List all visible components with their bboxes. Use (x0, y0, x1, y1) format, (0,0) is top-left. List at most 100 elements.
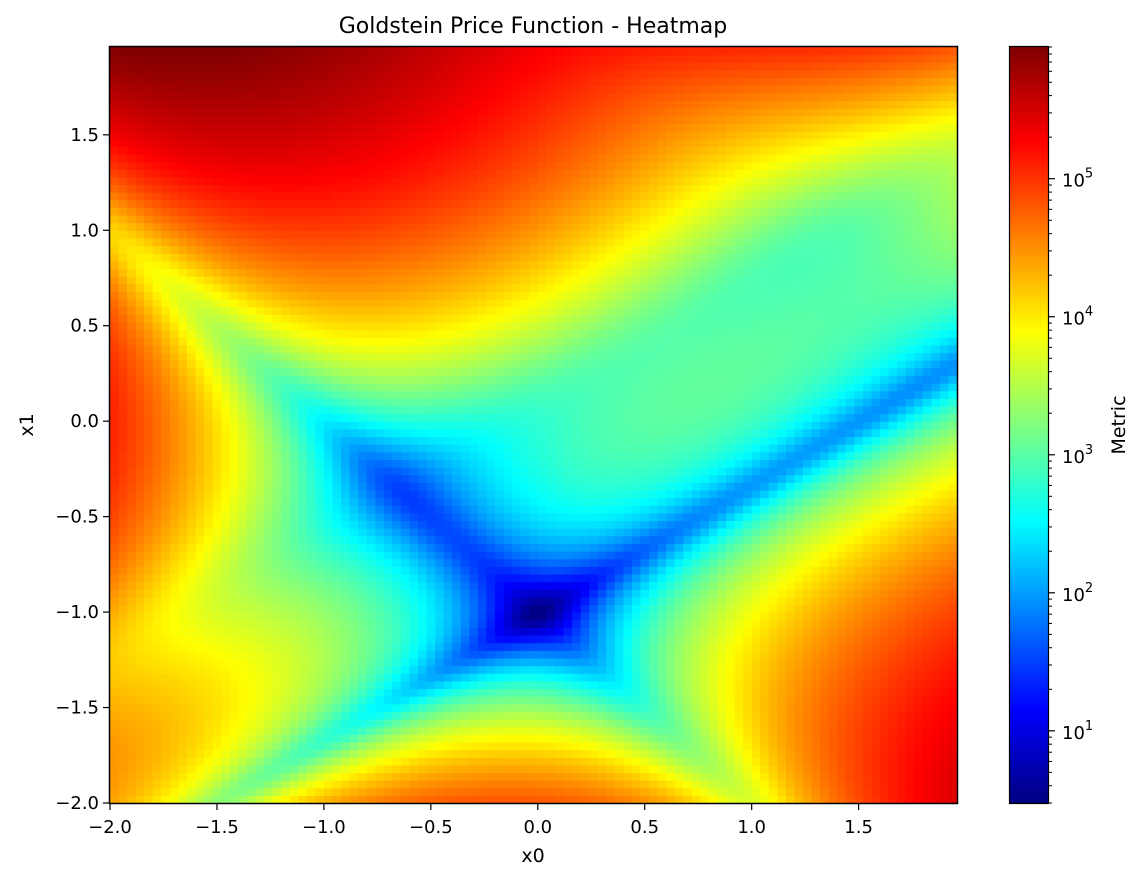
heatmap-cell (358, 467, 368, 476)
heatmap-cell (862, 489, 873, 499)
heatmap-cell (400, 459, 411, 468)
heatmap-cell (229, 657, 239, 667)
heatmap-cell (785, 512, 796, 522)
heatmap-cell (948, 657, 958, 667)
heatmap-cell (948, 673, 958, 682)
heatmap-cell (649, 665, 659, 674)
heatmap-cell (264, 543, 274, 552)
heatmap-cell (161, 795, 171, 804)
heatmap-cell (152, 482, 162, 491)
heatmap-cell (828, 520, 838, 529)
heatmap-cell (418, 551, 428, 560)
heatmap-cell (358, 627, 368, 636)
heatmap-cell (811, 772, 821, 781)
heatmap-cell (734, 635, 744, 644)
heatmap-cell (572, 772, 582, 781)
heatmap-cell (845, 428, 855, 438)
heatmap-cell (281, 726, 291, 735)
heatmap-cell (948, 581, 958, 590)
heatmap-cell (520, 688, 530, 697)
heatmap-cell (212, 734, 222, 743)
heatmap-cell (683, 619, 693, 628)
heatmap-cell (152, 428, 162, 438)
heatmap-cell (708, 680, 719, 690)
heatmap-cell (529, 512, 539, 522)
heatmap-cell (409, 787, 419, 796)
heatmap-cell (666, 535, 676, 544)
heatmap-cell (443, 787, 453, 796)
heatmap-cell (477, 711, 488, 720)
heatmap-cell (820, 734, 830, 743)
heatmap-cell (905, 558, 915, 567)
heatmap-cell (349, 573, 359, 583)
heatmap-cell (460, 711, 470, 720)
heatmap-cell (135, 627, 145, 636)
heatmap-cell (734, 764, 744, 774)
heatmap-cell (845, 421, 855, 430)
heatmap-cell (426, 543, 436, 552)
heatmap-cell (922, 680, 932, 690)
heatmap-cell (375, 520, 385, 529)
heatmap-cell (794, 604, 804, 613)
heatmap-cell (323, 749, 334, 758)
heatmap-cell (888, 520, 898, 529)
heatmap-cell (623, 772, 633, 781)
heatmap-cell (383, 741, 393, 751)
heatmap-cell (144, 635, 154, 644)
heatmap-cell (862, 596, 873, 606)
heatmap-cell (623, 512, 633, 522)
heatmap-cell (922, 451, 932, 460)
heatmap-cell (760, 619, 770, 628)
heatmap-cell (862, 795, 873, 804)
heatmap-cell (760, 635, 770, 644)
heatmap-cell (161, 612, 171, 621)
heatmap-cell (768, 650, 778, 659)
heatmap-cell (375, 741, 385, 751)
heatmap-cell (358, 528, 368, 537)
heatmap-cell (341, 757, 351, 766)
heatmap-cell (854, 528, 864, 537)
heatmap-cell (426, 604, 436, 613)
heatmap-cell (426, 673, 436, 682)
heatmap-cell (443, 619, 453, 628)
heatmap-cell (580, 566, 590, 575)
heatmap-cell (914, 787, 924, 796)
heatmap-cell (597, 573, 607, 583)
heatmap-cell (700, 444, 710, 453)
heatmap-cell (144, 551, 154, 560)
heatmap-cell (529, 482, 539, 491)
heatmap-cell (144, 428, 154, 438)
heatmap-cell (443, 795, 453, 804)
heatmap-cell (452, 619, 462, 628)
heatmap-cell (315, 635, 325, 644)
heatmap-cell (477, 497, 488, 506)
heatmap-cell (623, 467, 633, 476)
heatmap-cell (195, 688, 205, 697)
heatmap-cell (794, 619, 804, 628)
heatmap-cell (931, 436, 941, 445)
heatmap-cell (837, 612, 847, 621)
heatmap-cell (332, 428, 342, 438)
heatmap-cell (563, 726, 573, 735)
heatmap-cell (443, 451, 453, 460)
heatmap-cell (880, 703, 890, 712)
heatmap-cell (281, 489, 291, 499)
heatmap-cell (597, 642, 607, 651)
heatmap-cell (135, 642, 145, 651)
heatmap-cell (212, 589, 222, 598)
heatmap-cell (691, 451, 701, 460)
heatmap-cell (503, 795, 513, 804)
heatmap-cell (614, 581, 624, 590)
heatmap-cell (341, 764, 351, 774)
heatmap-cell (298, 757, 308, 766)
heatmap-cell (803, 665, 813, 674)
heatmap-cell (127, 596, 137, 606)
heatmap-cell (726, 696, 736, 705)
heatmap-cell (649, 428, 659, 438)
heatmap-cell (649, 749, 659, 758)
heatmap-cell (195, 719, 205, 728)
heatmap-cell (580, 719, 590, 728)
heatmap-cell (435, 642, 445, 651)
heatmap-cell (460, 680, 470, 690)
heatmap-cell (443, 604, 453, 613)
